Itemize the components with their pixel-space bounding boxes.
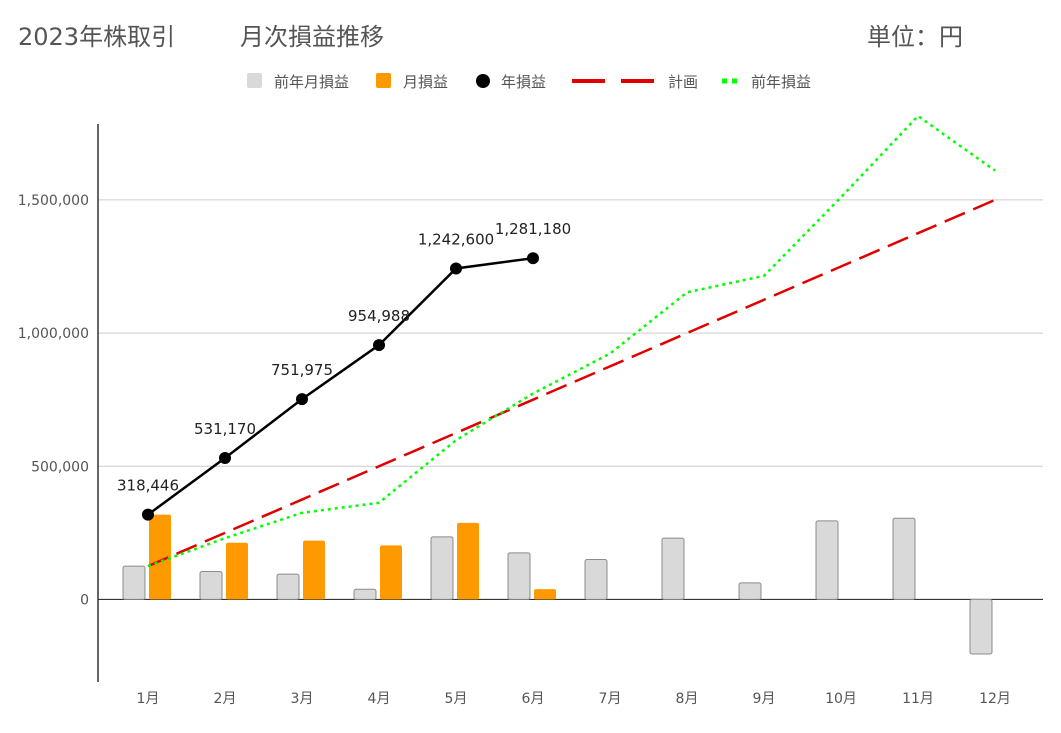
- y-tick-label: 1,500,000: [18, 193, 89, 209]
- year-point: [219, 451, 231, 464]
- x-tick-label: 2月: [214, 691, 237, 707]
- legend-label-prev-month: 前年月損益: [274, 73, 349, 91]
- x-tick-label: 7月: [599, 691, 622, 707]
- prev-month-bar: [276, 573, 300, 600]
- prev-month-bar: [199, 570, 223, 600]
- prev-month-bar: [122, 565, 146, 600]
- chart-subtitle: 月次損益推移: [240, 23, 384, 51]
- month-bar: [534, 589, 556, 600]
- y-tick-label: 1,000,000: [18, 326, 89, 342]
- legend-label-plan: 計画: [668, 73, 698, 91]
- y-tick-label: 0: [80, 592, 89, 608]
- year-point: [373, 339, 385, 352]
- x-tick-label: 4月: [368, 691, 391, 707]
- year-point: [450, 262, 462, 275]
- prev-month-bar: [738, 582, 762, 600]
- prev-month-bar: [892, 517, 916, 600]
- prev-month-bar: [507, 552, 531, 600]
- prev-year-line: [147, 114, 996, 568]
- year-data-label: 1,242,600: [418, 230, 494, 248]
- x-tick-label: 1月: [137, 691, 160, 707]
- legend-swatch-month: [376, 73, 391, 88]
- x-tick-label: 8月: [676, 691, 699, 707]
- plan-line: [147, 198, 996, 568]
- month-bar: [149, 514, 171, 600]
- x-tick-label: 3月: [291, 691, 314, 707]
- x-tick-label: 6月: [522, 691, 545, 707]
- year-data-label: 318,446: [117, 477, 179, 495]
- year-point: [527, 252, 539, 265]
- y-tick-label: 500,000: [31, 459, 89, 475]
- x-tick-label: 11月: [902, 691, 934, 707]
- chart-title: 2023年株取引: [18, 23, 176, 51]
- prev-month-bar: [969, 598, 993, 655]
- unit-label: 単位：円: [867, 23, 963, 51]
- x-tick-label: 12月: [979, 691, 1011, 707]
- year-data-label: 751,975: [271, 361, 333, 379]
- legend-label-prev-year: 前年損益: [751, 73, 811, 91]
- month-bar: [303, 540, 325, 600]
- x-tick-label: 9月: [753, 691, 776, 707]
- year-data-label: 1,281,180: [495, 220, 571, 238]
- year-point: [142, 508, 154, 521]
- month-bar: [380, 545, 402, 600]
- prev-month-bar: [661, 537, 685, 600]
- year-data-label: 954,988: [348, 307, 410, 325]
- legend-label-month: 月損益: [403, 73, 448, 91]
- prev-month-bar: [353, 588, 377, 600]
- prev-month-bar: [430, 536, 454, 600]
- year-point: [296, 393, 308, 406]
- x-tick-label: 10月: [825, 691, 857, 707]
- month-bar: [226, 542, 248, 600]
- year-line: [147, 256, 534, 516]
- legend-swatch-year: [476, 74, 490, 88]
- month-bar: [457, 522, 479, 600]
- year-data-label: 531,170: [194, 420, 256, 438]
- x-tick-label: 5月: [445, 691, 468, 707]
- legend-swatch-prev-month: [247, 73, 262, 88]
- prev-month-bar: [584, 558, 608, 600]
- prev-month-bar: [815, 520, 839, 600]
- legend-label-year: 年損益: [501, 73, 546, 91]
